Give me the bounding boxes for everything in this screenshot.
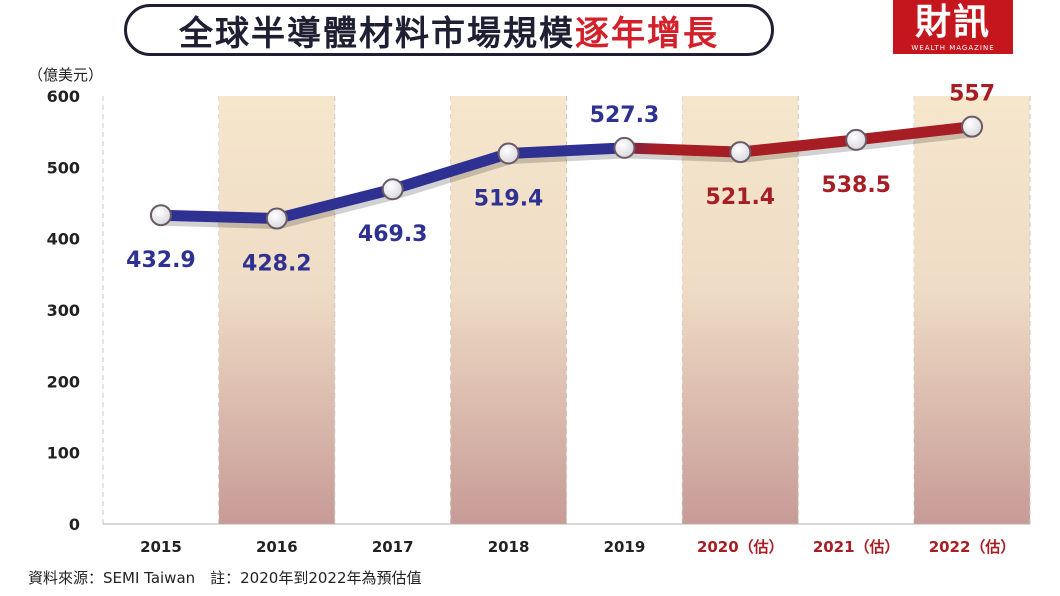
x-tick-label: 2020（估） bbox=[697, 538, 784, 556]
x-tick-label: 2015 bbox=[140, 538, 182, 556]
y-axis-unit-label: （億美元） bbox=[28, 66, 104, 84]
series-line-segment bbox=[271, 183, 399, 225]
data-label: 469.3 bbox=[358, 222, 428, 247]
brand-logo: 財訊 WEALTH MAGAZINE bbox=[893, 0, 1013, 54]
data-point bbox=[497, 142, 520, 165]
brand-logo-subtitle: WEALTH MAGAZINE bbox=[911, 44, 995, 52]
x-tick-label: 2016 bbox=[256, 538, 298, 556]
y-tick-label: 600 bbox=[47, 87, 80, 106]
chart-title-main: 全球半導體材料市場規模 bbox=[179, 13, 575, 54]
series-line-segment bbox=[734, 134, 862, 158]
data-label: 519.4 bbox=[474, 186, 544, 211]
chart-title-accent: 逐年增長 bbox=[575, 13, 719, 54]
data-point bbox=[613, 136, 636, 159]
data-point bbox=[265, 207, 288, 230]
series-line-segment bbox=[155, 209, 283, 225]
data-point bbox=[729, 141, 752, 164]
x-tick-label: 2017 bbox=[372, 538, 414, 556]
column-band bbox=[914, 96, 1030, 524]
column-band bbox=[218, 96, 335, 524]
chart-title: 全球半導體材料市場規模 逐年增長 bbox=[124, 4, 774, 56]
y-tick-label: 200 bbox=[47, 372, 80, 391]
data-label: 527.3 bbox=[590, 103, 660, 128]
series-line-segment bbox=[387, 147, 515, 195]
data-label: 538.5 bbox=[821, 173, 891, 198]
data-label: 428.2 bbox=[242, 252, 312, 277]
data-point bbox=[961, 115, 984, 138]
y-tick-label: 300 bbox=[47, 301, 80, 320]
data-label: 432.9 bbox=[126, 248, 196, 273]
y-tick-label: 100 bbox=[47, 444, 80, 463]
series-line-segment bbox=[503, 142, 630, 159]
column-band bbox=[682, 96, 799, 524]
data-point bbox=[381, 178, 404, 201]
x-tick-label: 2018 bbox=[488, 538, 530, 556]
x-tick-label: 2022（估） bbox=[929, 538, 1016, 556]
y-tick-label: 500 bbox=[47, 158, 80, 177]
x-tick-label: 2019 bbox=[604, 538, 646, 556]
series-line-segment bbox=[618, 142, 746, 158]
source-footnote: 資料來源：SEMI Taiwan 註：2020年到2022年為預估值 bbox=[28, 569, 422, 587]
series-line-segment bbox=[850, 121, 978, 146]
data-label: 557 bbox=[949, 82, 995, 107]
brand-logo-text: 財訊 bbox=[914, 1, 991, 43]
x-tick-label: 2021（估） bbox=[813, 538, 900, 556]
data-label: 521.4 bbox=[706, 185, 776, 210]
data-point bbox=[149, 204, 172, 227]
data-point bbox=[845, 128, 868, 151]
y-tick-label: 0 bbox=[69, 515, 80, 534]
y-tick-label: 400 bbox=[47, 230, 80, 249]
